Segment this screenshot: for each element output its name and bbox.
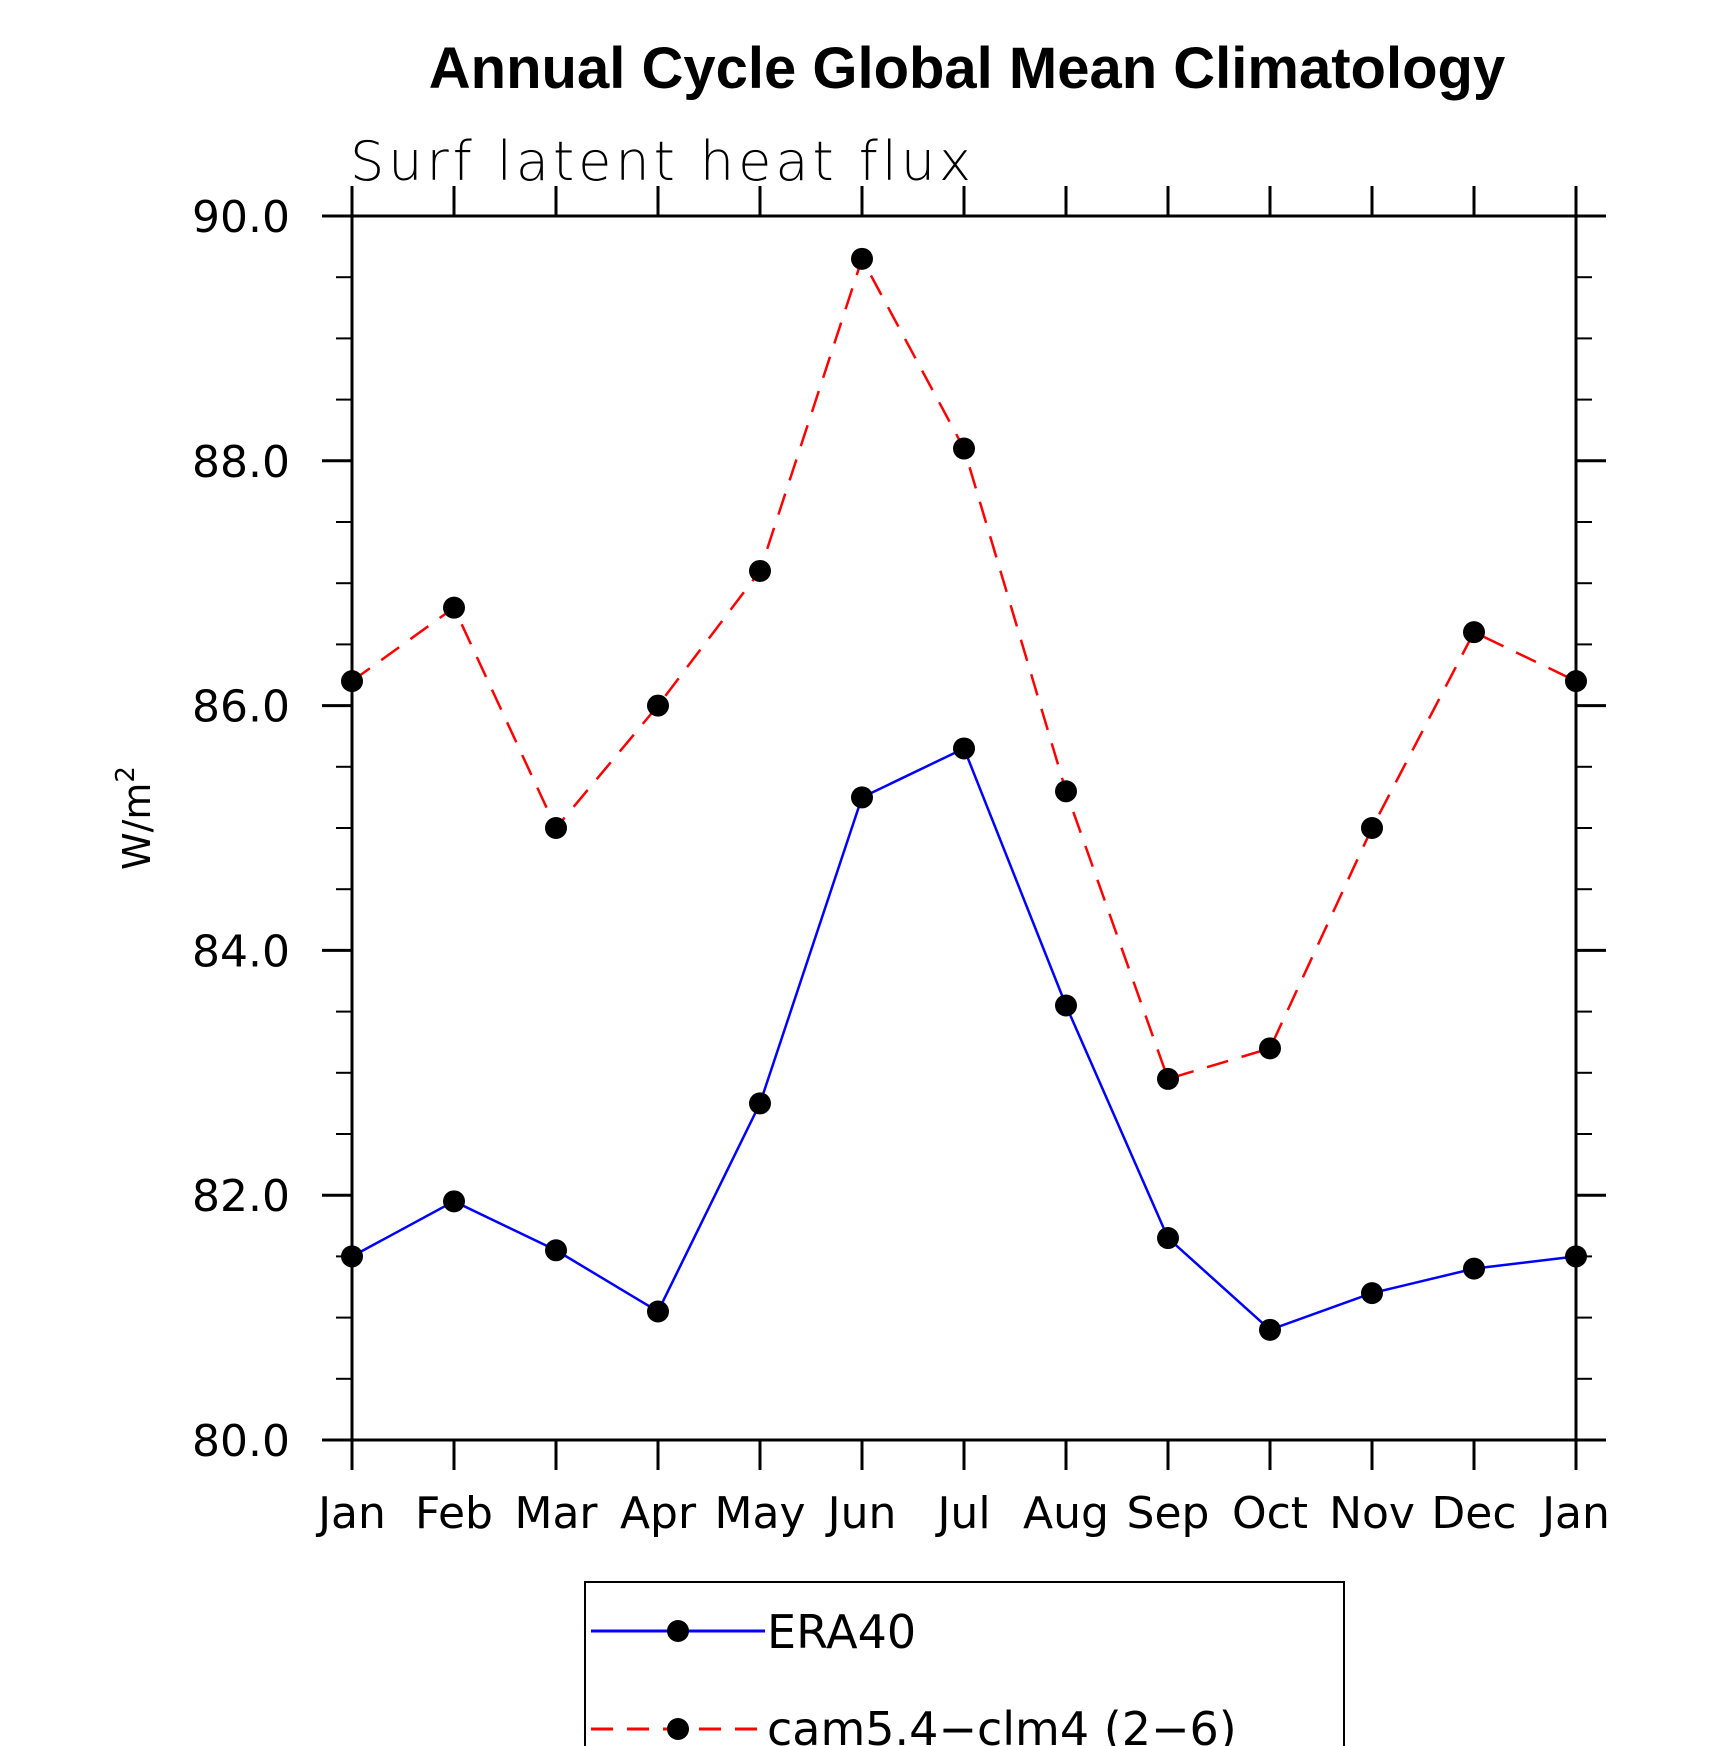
x-tick-label: May — [715, 1488, 806, 1539]
x-tick-label: Jun — [825, 1488, 897, 1539]
data-point-s0-1 — [443, 1190, 465, 1213]
data-point-s1-5 — [851, 247, 873, 270]
y-axis-label-unit: W/m — [115, 783, 159, 870]
y-axis-label: W/m2 — [111, 766, 159, 870]
data-point-s0-11 — [1463, 1257, 1485, 1280]
data-point-s1-7 — [1055, 780, 1077, 803]
y-tick-label: 90.0 — [192, 192, 290, 243]
data-point-s1-1 — [443, 596, 465, 619]
y-tick-label: 82.0 — [192, 1171, 290, 1222]
y-tick-label: 86.0 — [192, 682, 290, 733]
data-point-s0-10 — [1361, 1282, 1383, 1305]
chart-title: Annual Cycle Global Mean Climatology — [429, 36, 1505, 101]
series-line-1 — [351, 255, 1577, 1081]
x-tick-label: Feb — [415, 1488, 493, 1539]
legend-marker-era40 — [667, 1620, 689, 1642]
data-point-s0-0 — [341, 1245, 363, 1268]
data-point-s1-12 — [1565, 670, 1587, 693]
plot-frame — [350, 214, 1578, 1442]
x-tick-label: Mar — [514, 1488, 598, 1539]
data-point-s0-9 — [1259, 1318, 1281, 1341]
y-tick-label: 84.0 — [192, 926, 290, 977]
data-point-s1-9 — [1259, 1037, 1281, 1060]
plot-area — [341, 247, 1587, 1341]
data-point-s0-5 — [851, 786, 873, 809]
legend: ERA40 cam5.4−clm4 (2−6) — [584, 1581, 1345, 1746]
data-point-s0-8 — [1157, 1227, 1179, 1250]
data-point-s1-8 — [1157, 1067, 1179, 1090]
data-point-s1-4 — [749, 559, 771, 582]
chart-subtitle: Surf latent heat flux — [350, 130, 975, 193]
data-point-s0-12 — [1565, 1245, 1587, 1268]
data-point-s0-7 — [1055, 994, 1077, 1017]
data-point-s1-10 — [1361, 817, 1383, 839]
data-point-s1-3 — [647, 694, 669, 717]
axes: Jan Feb Mar Apr May Jun Jul Aug Sep Oct Nov Dec Jan 8… — [192, 186, 1610, 1539]
x-tick-label: Oct — [1232, 1488, 1308, 1539]
legend-marker-cam54 — [667, 1718, 689, 1740]
x-tick-label: Aug — [1023, 1488, 1109, 1539]
data-point-s1-2 — [545, 817, 567, 839]
y-tick-label: 88.0 — [192, 437, 290, 488]
data-point-s1-6 — [953, 437, 975, 460]
legend-label-era40: ERA40 — [767, 1605, 916, 1659]
x-tick-label: Jan — [1539, 1488, 1610, 1539]
legend-label-cam54: cam5.4−clm4 (2−6) — [767, 1702, 1237, 1746]
y-tick-label: 80.0 — [192, 1416, 290, 1467]
x-tick-label: Apr — [620, 1488, 697, 1539]
x-tick-label: Sep — [1127, 1488, 1210, 1539]
data-point-s0-3 — [647, 1300, 669, 1323]
x-tick-label: Nov — [1329, 1488, 1415, 1539]
data-point-s0-6 — [953, 737, 975, 760]
data-point-s1-0 — [341, 670, 363, 693]
x-tick-label: Dec — [1431, 1488, 1516, 1539]
x-tick-label: Jan — [315, 1488, 386, 1539]
series-line-0 — [351, 746, 1577, 1332]
data-point-s0-4 — [749, 1092, 771, 1115]
data-point-s1-11 — [1463, 621, 1485, 644]
data-point-s0-2 — [545, 1239, 567, 1262]
x-tick-label: Jul — [934, 1488, 990, 1539]
legend-box — [584, 1581, 1345, 1746]
y-axis-label-superscript: 2 — [111, 766, 141, 783]
